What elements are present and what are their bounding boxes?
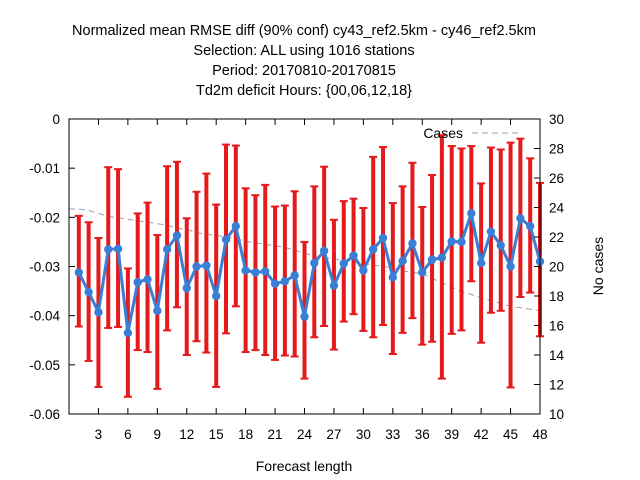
data-point	[418, 268, 427, 277]
data-point	[496, 241, 505, 250]
data-point	[368, 245, 378, 254]
data-point	[319, 246, 329, 255]
errorbars	[74, 134, 544, 398]
data-point	[192, 262, 201, 271]
axes: 3 6 9 12 15 18 21 24 27 30 33 36 39 42 45 480-0.01-0.02…	[29, 112, 564, 442]
data-point	[270, 279, 280, 288]
title-line-2: Selection: ALL using 1016 stations	[193, 43, 414, 59]
plot-frame	[68, 118, 541, 415]
x-tick-label: 15	[209, 427, 224, 442]
x-tick-label: 27	[326, 427, 341, 442]
y-left-tick-label: -0.05	[29, 358, 60, 373]
data-point	[506, 262, 515, 271]
x-tick-label: 21	[268, 427, 283, 442]
data-point	[153, 306, 162, 315]
x-tick-label: 33	[385, 427, 400, 442]
y-right-tick-label: 20	[549, 260, 564, 275]
data-point	[211, 291, 221, 301]
y-left-tick-label: -0.03	[29, 260, 60, 275]
data-point	[476, 258, 486, 268]
data-point	[329, 281, 339, 290]
data-point	[339, 259, 348, 268]
data-point	[280, 277, 290, 286]
data-point	[94, 308, 103, 317]
y-right-tick-label: 30	[549, 112, 564, 127]
data-point	[437, 253, 447, 262]
title-line-4: Td2m deficit Hours: {00,06,12,18}	[196, 83, 412, 99]
x-tick-label: 6	[124, 427, 132, 442]
x-tick-label: 42	[474, 427, 489, 442]
x-tick-label: 36	[415, 427, 430, 442]
x-tick-label: 12	[179, 427, 194, 442]
data-point	[133, 278, 142, 287]
x-tick-label: 45	[503, 427, 518, 442]
y-left-tick-label: -0.01	[29, 161, 60, 176]
y-axis-right-label: No cases	[590, 237, 606, 295]
data-point	[231, 221, 241, 231]
chart-title: Normalized mean RMSE diff (90% conf) cy4…	[72, 23, 536, 99]
y-left-tick-label: -0.06	[29, 407, 60, 422]
data-point	[202, 261, 211, 270]
x-tick-label: 39	[444, 427, 459, 442]
data-point	[123, 328, 133, 338]
data-point	[427, 255, 437, 264]
data-point	[349, 251, 358, 260]
x-axis-label: Forecast length	[256, 458, 353, 474]
data-point	[221, 235, 231, 244]
y-left-tick-label: 0	[52, 112, 60, 127]
data-point	[172, 231, 182, 240]
y-right-tick-label: 28	[549, 142, 564, 157]
data-point	[310, 258, 319, 268]
title-line-3: Period: 20170810-20170815	[212, 63, 396, 79]
data-point	[378, 233, 388, 243]
x-tick-label: 48	[532, 427, 547, 442]
data-point	[457, 237, 466, 247]
data-point	[251, 268, 260, 277]
data-point	[447, 237, 456, 246]
data-point	[290, 271, 299, 280]
legend: Cases	[423, 125, 520, 141]
x-tick-label: 24	[297, 427, 313, 442]
x-tick-label: 9	[154, 427, 162, 442]
y-right-tick-label: 18	[549, 289, 564, 304]
data-point	[162, 245, 172, 254]
data-point	[104, 245, 113, 254]
data-point	[143, 275, 152, 284]
x-tick-label: 18	[238, 427, 253, 442]
data-point	[408, 239, 417, 248]
y-right-tick-label: 10	[549, 407, 564, 422]
y-right-tick-label: 14	[549, 348, 565, 363]
data-point	[359, 266, 368, 275]
mean-line	[77, 207, 542, 334]
y-left-tick-label: -0.04	[29, 309, 60, 324]
y-right-tick-label: 26	[549, 171, 564, 186]
x-tick-label: 3	[95, 427, 103, 442]
data-point	[300, 312, 309, 321]
data-point	[525, 221, 535, 231]
legend-label-cases: Cases	[423, 125, 463, 141]
data-point	[113, 244, 123, 253]
y-right-tick-label: 22	[549, 230, 564, 245]
data-point	[261, 267, 270, 276]
data-point	[398, 256, 407, 266]
title-line-1: Normalized mean RMSE diff (90% conf) cy4…	[72, 23, 536, 39]
data-point	[84, 287, 93, 297]
y-right-tick-label: 12	[549, 378, 564, 393]
x-tick-label: 30	[356, 427, 371, 442]
mean-series	[74, 207, 545, 338]
data-point	[486, 227, 496, 236]
y-right-tick-label: 24	[549, 201, 565, 216]
data-point	[516, 214, 525, 223]
data-point	[241, 266, 250, 275]
y-right-tick-label: 16	[549, 319, 564, 334]
data-point	[388, 273, 398, 282]
data-point	[74, 268, 84, 277]
data-point	[467, 209, 476, 218]
data-point	[182, 283, 191, 293]
y-left-tick-label: -0.02	[29, 210, 60, 225]
